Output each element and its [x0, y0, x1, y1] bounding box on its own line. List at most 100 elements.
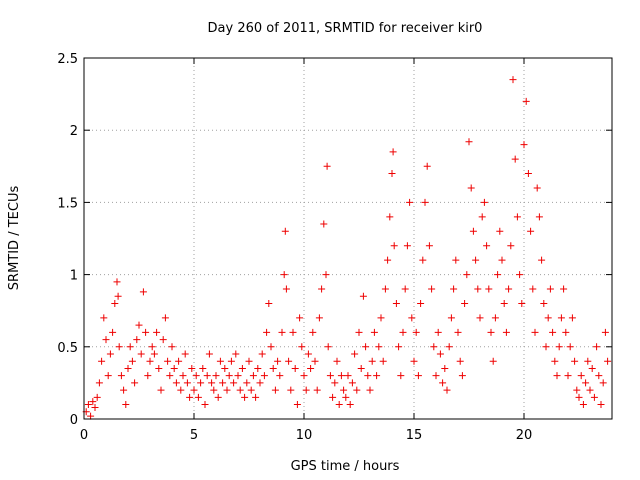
data-point	[397, 372, 405, 380]
data-point	[282, 285, 290, 293]
data-point	[150, 350, 158, 358]
data-point	[311, 357, 319, 365]
data-point	[131, 379, 139, 387]
data-point	[100, 314, 108, 322]
data-point	[223, 386, 231, 394]
data-point	[564, 372, 572, 380]
x-tick-label: 5	[190, 428, 198, 443]
data-point	[441, 364, 449, 372]
data-point	[502, 328, 510, 336]
data-point	[445, 343, 453, 351]
data-point	[458, 372, 466, 380]
data-point	[289, 328, 297, 336]
data-point	[553, 372, 561, 380]
data-point	[186, 393, 194, 401]
data-point	[128, 357, 136, 365]
data-point	[557, 314, 565, 322]
data-point	[447, 314, 455, 322]
data-point	[454, 328, 462, 336]
data-point	[205, 350, 213, 358]
data-point	[243, 379, 251, 387]
data-point	[551, 357, 559, 365]
data-point	[214, 393, 222, 401]
data-point	[252, 393, 260, 401]
data-point	[511, 155, 519, 163]
plot-frame	[83, 57, 613, 420]
data-point	[300, 372, 308, 380]
data-point	[353, 386, 361, 394]
data-point	[513, 213, 521, 221]
data-point	[408, 314, 416, 322]
data-point	[428, 285, 436, 293]
data-point	[249, 372, 257, 380]
data-point	[467, 184, 475, 192]
data-point	[410, 357, 418, 365]
data-point	[221, 364, 229, 372]
data-point	[258, 350, 266, 358]
data-point	[604, 357, 612, 365]
data-point	[412, 328, 420, 336]
data-point	[434, 328, 442, 336]
data-point	[377, 314, 385, 322]
data-point	[373, 372, 381, 380]
data-point	[263, 328, 271, 336]
data-point	[465, 138, 473, 146]
data-point	[384, 256, 392, 264]
data-point	[461, 299, 469, 307]
data-point	[225, 372, 233, 380]
data-point	[87, 412, 95, 420]
data-point	[522, 97, 530, 105]
y-tick-label: 0.5	[57, 341, 78, 356]
data-point	[489, 357, 497, 365]
data-point	[498, 256, 506, 264]
data-point	[348, 379, 356, 387]
data-point	[597, 401, 605, 409]
data-point	[216, 357, 224, 365]
data-point	[560, 285, 568, 293]
data-point	[575, 393, 583, 401]
data-point	[344, 372, 352, 380]
data-point	[546, 285, 554, 293]
data-point	[164, 357, 172, 365]
data-point	[291, 364, 299, 372]
data-point	[579, 401, 587, 409]
data-point	[375, 343, 383, 351]
data-point	[133, 336, 141, 344]
data-point	[304, 350, 312, 358]
data-point	[329, 393, 337, 401]
data-point	[500, 299, 508, 307]
data-point	[281, 227, 289, 235]
data-point	[102, 336, 110, 344]
data-point	[421, 198, 429, 206]
data-point	[302, 386, 310, 394]
data-point	[586, 386, 594, 394]
y-tick-label: 1.5	[57, 196, 78, 211]
data-point	[109, 328, 117, 336]
data-point	[315, 314, 323, 322]
data-point	[326, 372, 334, 380]
data-point	[148, 343, 156, 351]
data-point	[542, 343, 550, 351]
data-point	[124, 364, 132, 372]
data-point	[153, 328, 161, 336]
data-point	[491, 314, 499, 322]
data-point	[494, 271, 502, 279]
data-point	[432, 372, 440, 380]
data-point	[260, 372, 268, 380]
data-point	[208, 379, 216, 387]
data-point	[395, 343, 403, 351]
data-point	[183, 379, 191, 387]
data-point	[516, 271, 524, 279]
y-tick-label: 1	[70, 269, 78, 284]
data-point	[298, 343, 306, 351]
data-point	[95, 379, 103, 387]
data-point	[113, 278, 121, 286]
data-point	[544, 314, 552, 322]
x-tick-label: 0	[80, 428, 88, 443]
data-point	[137, 350, 145, 358]
data-point	[161, 314, 169, 322]
data-point	[194, 393, 202, 401]
data-point	[386, 213, 394, 221]
data-point	[478, 213, 486, 221]
